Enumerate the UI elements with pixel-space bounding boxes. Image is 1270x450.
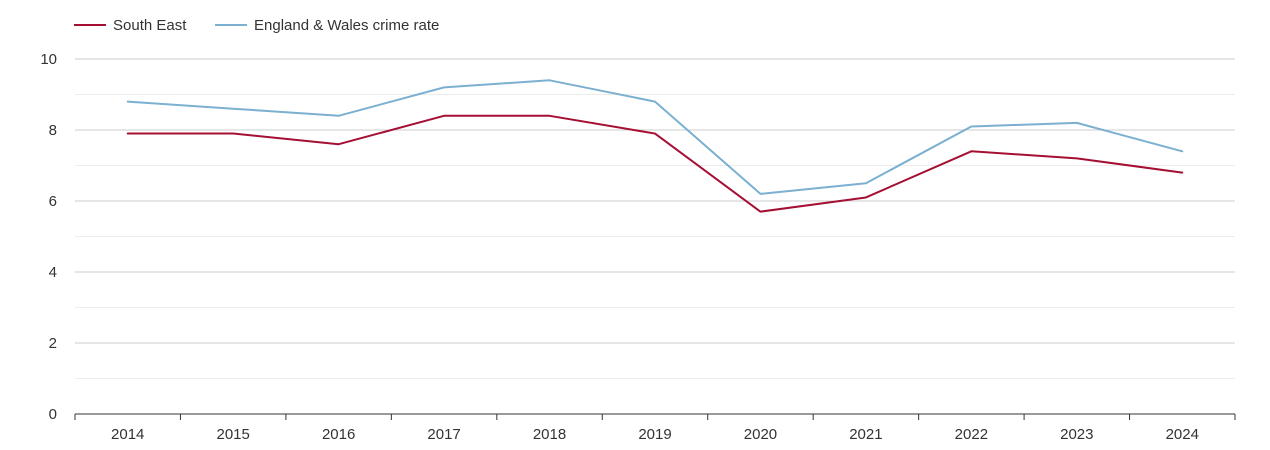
legend-item-south-east[interactable]: South East [74, 17, 187, 34]
x-tick-label: 2016 [322, 426, 355, 443]
x-tick-label: 2023 [1060, 426, 1093, 443]
chart-series [126, 79, 1184, 213]
legend-item-england-wales[interactable]: England & Wales crime rate [215, 17, 439, 34]
y-tick-label: 2 [49, 335, 57, 352]
y-tick-label: 6 [49, 193, 57, 210]
series-line-england-wales-crime-rate [126, 79, 1184, 195]
x-tick-label: 2015 [216, 426, 249, 443]
legend-label-south-east: South East [113, 17, 187, 34]
legend-label-england-wales: England & Wales crime rate [254, 17, 439, 34]
y-axis: 0 2 4 6 8 10 [40, 51, 57, 423]
y-tick-label: 10 [40, 51, 57, 68]
x-tick-label: 2018 [533, 426, 566, 443]
y-tick-label: 4 [49, 264, 57, 281]
x-tick-label: 2014 [111, 426, 144, 443]
series-line-south-east [126, 114, 1184, 213]
x-tick-label: 2022 [955, 426, 988, 443]
y-tick-label: 0 [49, 406, 57, 423]
x-tick-label: 2019 [638, 426, 671, 443]
x-tick-label: 2017 [427, 426, 460, 443]
x-axis: 2014 2015 2016 2017 2018 2019 2020 2021 2022 2023… [74, 413, 1236, 443]
x-tick-label: 2021 [849, 426, 882, 443]
x-tick-label: 2024 [1166, 426, 1199, 443]
chart-legend: South East England & Wales crime rate [74, 17, 439, 34]
y-tick-label: 8 [49, 122, 57, 139]
x-tick-label: 2020 [744, 426, 777, 443]
chart-grid [75, 58, 1235, 379]
